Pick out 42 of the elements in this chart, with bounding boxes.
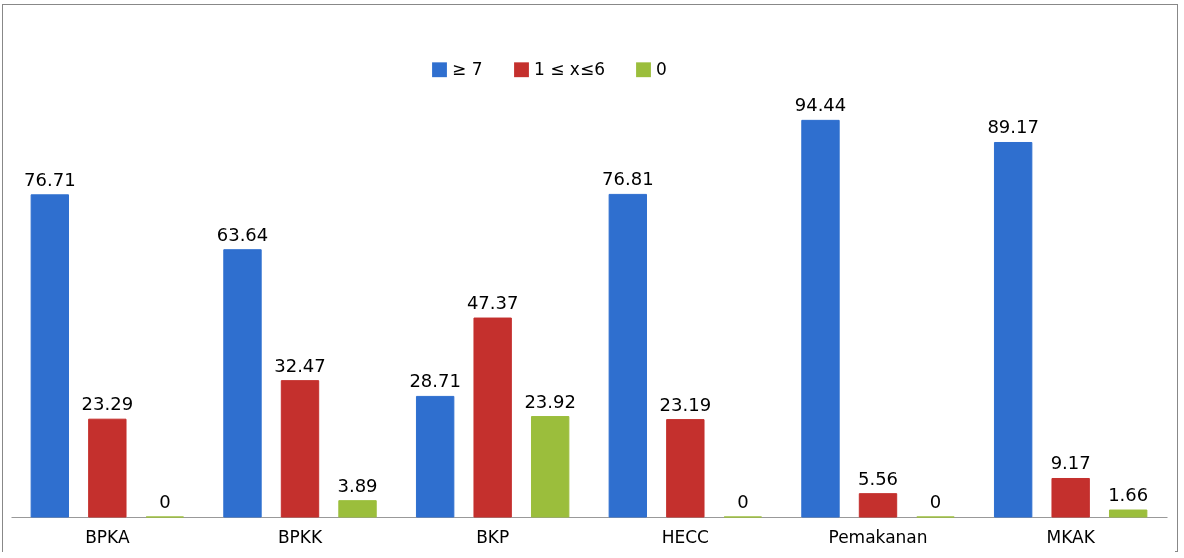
x-tick-label: Pemakanan [828, 526, 928, 547]
bar [338, 500, 377, 518]
data-label: 76.71 [24, 168, 76, 190]
data-label: 23.29 [81, 393, 134, 415]
legend-label: ≥ 7 [452, 58, 483, 79]
x-tick-label: MKAK [1046, 526, 1096, 547]
bar [1108, 509, 1148, 518]
data-label: 0 [737, 491, 749, 512]
data-label: 0 [159, 491, 171, 512]
data-label: 63.64 [216, 223, 269, 245]
data-label: 28.71 [409, 370, 461, 392]
data-label: 47.37 [466, 292, 519, 314]
data-label: 94.44 [794, 94, 847, 116]
data-label: 89.17 [987, 116, 1039, 138]
x-tick-label: BKP [476, 526, 510, 547]
bar [88, 418, 127, 518]
bar [30, 194, 70, 518]
data-label: 0 [929, 491, 942, 512]
data-label: 5.56 [857, 467, 899, 489]
bar [530, 416, 570, 518]
bar [473, 317, 512, 518]
bar [858, 493, 898, 518]
data-label: 9.17 [1050, 452, 1091, 474]
x-tick-label: BPKA [85, 526, 130, 547]
bar [608, 193, 648, 518]
legend-label: 1 ≤ x≤6 [534, 58, 605, 79]
data-label: 3.89 [337, 474, 378, 496]
bar [666, 419, 705, 518]
data-label: 76.81 [602, 168, 654, 190]
bar [415, 395, 455, 518]
legend-label: 0 [656, 58, 667, 79]
x-tick-label: HECC [661, 526, 709, 547]
data-label: 32.47 [274, 354, 326, 376]
bar [993, 141, 1033, 518]
data-label: 23.19 [659, 393, 712, 415]
bar [1051, 477, 1090, 518]
x-tick-label: BPKK [277, 526, 323, 547]
bar [801, 119, 840, 518]
data-label: 23.92 [524, 390, 576, 412]
bar [223, 249, 262, 518]
data-label: 1.66 [1108, 484, 1149, 506]
bar [280, 380, 320, 518]
